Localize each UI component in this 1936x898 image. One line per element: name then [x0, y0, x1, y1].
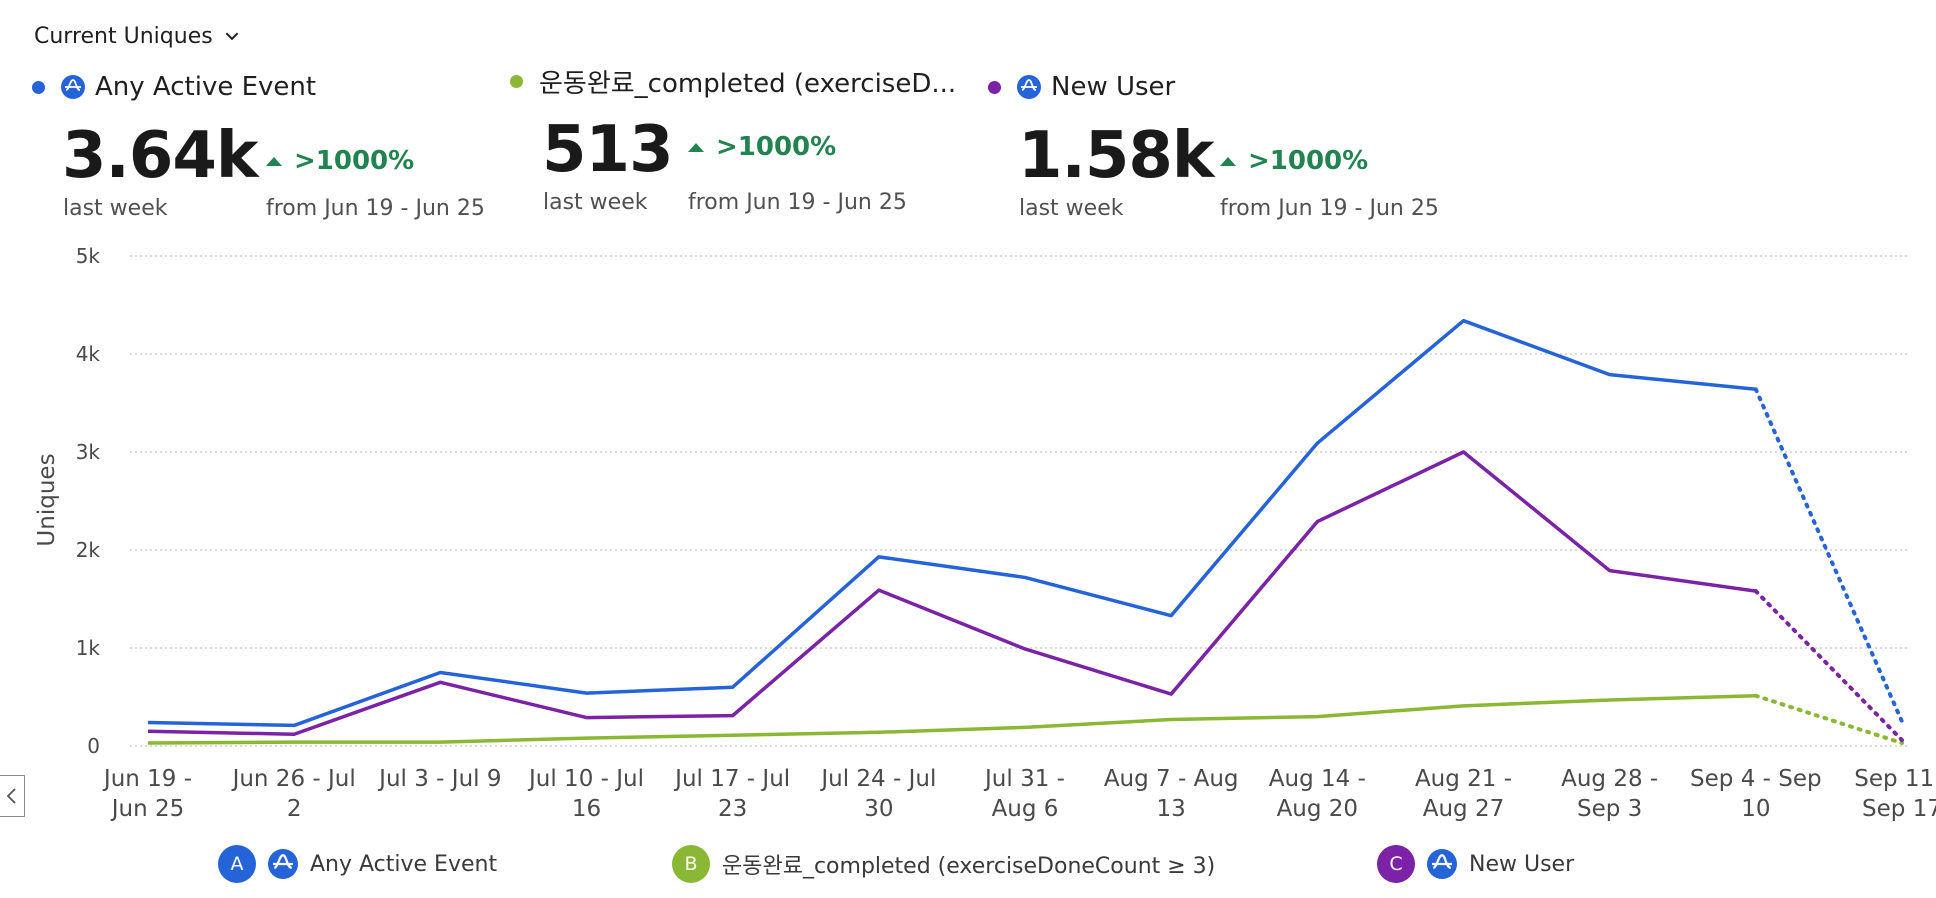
metric-dropdown[interactable]: Current Uniques	[34, 18, 241, 54]
y-axis-ticks: 0 1k 2k 3k 4k 5k	[76, 244, 101, 758]
series-line-incomplete	[1753, 589, 1904, 743]
trend-up-icon	[266, 156, 282, 166]
y-tick-label: 3k	[76, 440, 101, 464]
x-tick-label: Sep 11 -Sep 17	[1854, 766, 1936, 822]
summary-card-new-user: New User 1.58k last week >1000% from Jun…	[988, 68, 1439, 221]
y-tick-label: 2k	[76, 538, 101, 562]
summary-event-name: 운동완료_completed (exerciseD...	[539, 68, 957, 99]
x-axis-ticks: Jun 19 -Jun 25 Jun 26 - Jul 2 Jul 3 - Jul 9…	[102, 766, 1936, 822]
metric-dropdown-label: Current Uniques	[34, 23, 213, 49]
legend-item-any-active-event[interactable]: A Any Active Event	[218, 845, 497, 883]
x-tick-label: Jul 3 - Jul 9	[377, 766, 501, 792]
y-tick-label: 0	[87, 734, 100, 758]
legend-item-new-user[interactable]: C New User	[1377, 845, 1574, 883]
amplitude-event-icon	[268, 849, 298, 879]
summary-change: >1000%	[688, 132, 836, 162]
series-a	[147, 318, 1904, 728]
series-badge: A	[218, 845, 256, 883]
summary-value: 513	[542, 113, 674, 187]
summary-period: last week	[63, 196, 168, 221]
x-tick-label: Jun 19 -Jun 25	[102, 766, 192, 822]
summary-value: 3.64k	[62, 119, 258, 193]
series-b	[147, 693, 1904, 746]
summary-change-period: from Jun 19 - Jun 25	[688, 190, 907, 215]
trend-up-icon	[1220, 156, 1236, 166]
summary-change-value: >1000%	[716, 132, 837, 162]
summary-card-exercise-completed: 운동완료_completed (exerciseD... 513 last we…	[510, 62, 957, 215]
amplitude-event-icon	[61, 75, 85, 99]
summary-change-value: >1000%	[294, 146, 415, 176]
summary-card-any-active-event: Any Active Event 3.64k last week >1000% …	[32, 68, 485, 221]
amplitude-event-icon	[1017, 75, 1041, 99]
legend-item-exercise-completed[interactable]: B 운동완료_completed (exerciseDoneCount ≥ 3)	[672, 845, 1215, 883]
summary-change-value: >1000%	[1248, 146, 1369, 176]
chart-grid	[130, 255, 1910, 747]
summary-event-name: Any Active Event	[95, 72, 317, 102]
summary-change: >1000%	[266, 146, 414, 176]
series-line-incomplete	[1753, 387, 1904, 724]
series-line	[147, 450, 1757, 736]
series-badge: C	[1377, 845, 1415, 883]
amplitude-event-icon	[1427, 849, 1457, 879]
legend-label: Any Active Event	[310, 851, 498, 877]
x-tick-label: Jun 26 - Jul 2	[231, 766, 356, 822]
y-tick-label: 5k	[76, 244, 101, 268]
x-tick-label: Jul 24 - Jul 30	[819, 766, 936, 822]
series-line	[147, 693, 1756, 745]
series-c	[147, 450, 1904, 743]
x-tick-label: Sep 4 - Sep 10	[1690, 766, 1822, 822]
collapse-panel-button[interactable]	[0, 775, 25, 817]
series-color-dot	[32, 80, 45, 94]
series-line-incomplete	[1753, 693, 1904, 746]
y-tick-label: 1k	[76, 636, 101, 660]
summary-period: last week	[1019, 196, 1124, 221]
x-tick-label: Aug 7 - Aug 13	[1104, 766, 1239, 822]
summary-change-period: from Jun 19 - Jun 25	[1220, 196, 1439, 221]
legend-label: 운동완료_completed (exerciseDoneCount ≥ 3)	[722, 854, 1216, 879]
chart-series	[147, 318, 1904, 746]
chevron-left-icon	[6, 788, 16, 804]
summary-change: >1000%	[1220, 146, 1368, 176]
series-badge: B	[672, 845, 710, 883]
x-tick-label: Jul 17 - Jul 23	[673, 766, 790, 822]
y-tick-label: 4k	[76, 342, 101, 366]
summary-value: 1.58k	[1018, 119, 1214, 193]
legend-label: New User	[1469, 851, 1575, 877]
trend-up-icon	[688, 142, 704, 152]
x-tick-label: Jul 10 - Jul 16	[527, 766, 644, 822]
x-tick-label: Aug 21 -Aug 27	[1415, 766, 1512, 822]
y-axis-label: Uniques	[34, 453, 60, 546]
x-tick-label: Jul 31 -Aug 6	[983, 766, 1065, 822]
x-tick-label: Aug 14 -Aug 20	[1269, 766, 1366, 822]
summary-change-period: from Jun 19 - Jun 25	[266, 196, 485, 221]
x-tick-label: Aug 28 -Sep 3	[1561, 766, 1658, 822]
summary-event-name: New User	[1051, 72, 1176, 102]
summary-period: last week	[543, 190, 648, 215]
series-color-dot	[988, 80, 1001, 94]
series-color-dot	[510, 74, 523, 88]
series-line	[147, 318, 1757, 728]
chevron-down-icon	[225, 32, 239, 41]
